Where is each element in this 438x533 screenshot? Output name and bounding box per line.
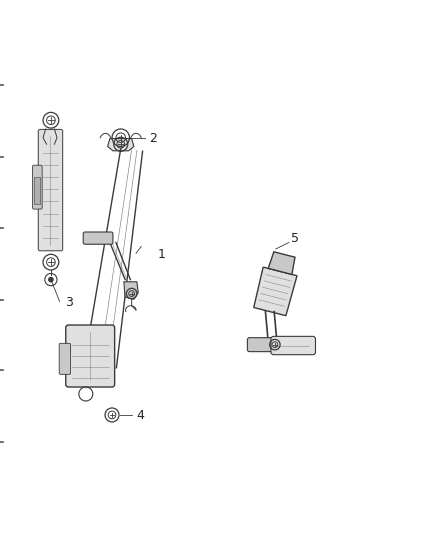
FancyBboxPatch shape bbox=[247, 338, 278, 352]
FancyBboxPatch shape bbox=[83, 232, 113, 244]
FancyBboxPatch shape bbox=[59, 343, 71, 374]
Text: 1: 1 bbox=[158, 248, 166, 261]
FancyBboxPatch shape bbox=[66, 325, 115, 387]
Text: 5: 5 bbox=[291, 232, 299, 245]
FancyBboxPatch shape bbox=[38, 130, 63, 251]
Polygon shape bbox=[124, 282, 138, 299]
FancyBboxPatch shape bbox=[34, 177, 39, 204]
Polygon shape bbox=[108, 139, 134, 151]
Polygon shape bbox=[254, 267, 297, 316]
Circle shape bbox=[49, 278, 53, 282]
Text: 3: 3 bbox=[65, 296, 73, 309]
Text: 2: 2 bbox=[149, 132, 157, 145]
FancyBboxPatch shape bbox=[271, 336, 315, 354]
Text: 4: 4 bbox=[136, 409, 144, 422]
FancyBboxPatch shape bbox=[32, 165, 42, 209]
Polygon shape bbox=[268, 252, 295, 274]
